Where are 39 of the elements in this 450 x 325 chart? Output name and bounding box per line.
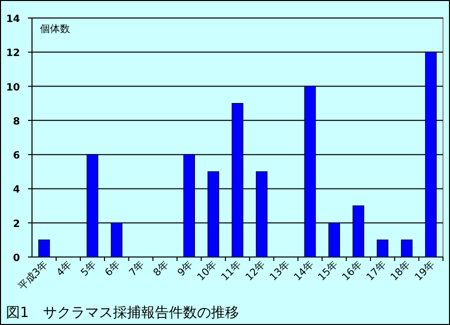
x-tick-label: 15年	[316, 258, 340, 284]
bar	[328, 222, 340, 258]
y-tick-label: 4	[13, 184, 20, 196]
bar	[38, 240, 50, 258]
text: 図1 サクラマス採捕報告件数の推移	[6, 305, 239, 321]
x-tick-label: 19年	[412, 258, 438, 284]
bar	[425, 52, 437, 258]
bar	[256, 171, 268, 258]
x-tick-label: 6年	[102, 258, 123, 279]
x-tick-label: 12年	[243, 258, 268, 284]
x-tick-label: 8年	[151, 258, 172, 279]
x-tick-label: 9年	[175, 258, 196, 279]
y-axis-title: 個体数	[40, 23, 70, 35]
x-tick-label: 4年	[54, 258, 74, 279]
bar	[376, 240, 388, 258]
y-tick-label: 8	[13, 116, 20, 128]
bar	[110, 222, 122, 258]
bar	[400, 240, 413, 258]
bar	[208, 171, 220, 258]
bar	[183, 154, 195, 258]
x-tick-label: 5年	[78, 258, 99, 279]
bar	[304, 86, 316, 258]
y-tick-label: 2	[13, 218, 20, 230]
y-tick-label: 0	[13, 253, 20, 264]
y-tick-label: 6	[13, 150, 20, 162]
y-tick-label: 10	[6, 82, 20, 94]
x-tick-label: 16年	[340, 258, 365, 284]
x-tick-label: 10年	[194, 258, 220, 284]
bar	[352, 205, 364, 258]
x-tick-label: 18年	[388, 258, 413, 284]
y-tick-label: 12	[6, 48, 20, 60]
x-tick-label: 13年	[267, 258, 292, 284]
y-tick-label: 14	[6, 14, 20, 25]
x-tick-label: 17年	[364, 258, 389, 284]
x-tick-label: 11年	[219, 258, 244, 284]
x-tick-label: 7年	[126, 258, 147, 279]
x-tick-label: 14年	[292, 258, 316, 284]
bar	[86, 154, 98, 258]
bar	[232, 103, 244, 258]
